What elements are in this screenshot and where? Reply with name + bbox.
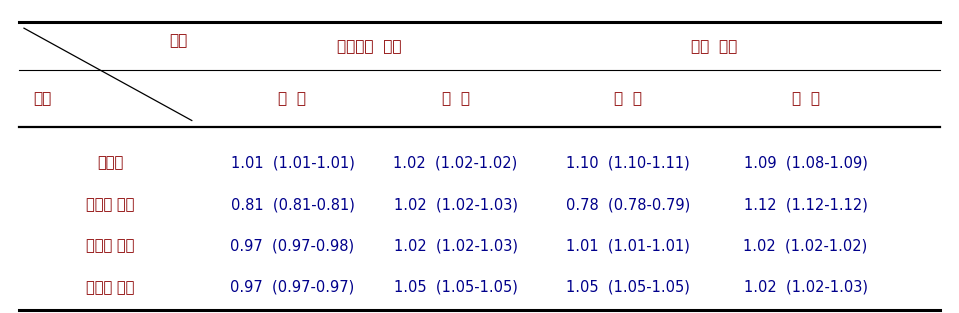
Text: 1.12  (1.12-1.12): 1.12 (1.12-1.12) [743,198,868,213]
Text: 시  화: 시 화 [278,91,307,106]
Text: 0.97  (0.97-0.97): 0.97 (0.97-0.97) [230,280,355,295]
Text: 1.02  (1.02-1.03): 1.02 (1.02-1.03) [743,280,868,295]
Text: 비영향권  대비: 비영향권 대비 [337,39,402,54]
Text: 결막의 장애: 결막의 장애 [86,198,134,213]
Text: 시  화: 시 화 [614,91,643,106]
Text: 1.02  (1.02-1.03): 1.02 (1.02-1.03) [393,238,518,253]
Text: 1.02  (1.02-1.02): 1.02 (1.02-1.02) [393,155,518,170]
Text: 심혈관 질환: 심혈관 질환 [86,238,134,253]
Text: 질환: 질환 [34,91,52,106]
Text: 1.02  (1.02-1.02): 1.02 (1.02-1.02) [743,238,868,253]
Text: 지역: 지역 [169,33,187,48]
Text: 1.01  (1.01-1.01): 1.01 (1.01-1.01) [230,155,355,170]
Text: 1.10  (1.10-1.11): 1.10 (1.10-1.11) [566,155,690,170]
Text: 0.97  (0.97-0.98): 0.97 (0.97-0.98) [230,238,355,253]
Text: 1.09  (1.08-1.09): 1.09 (1.08-1.09) [743,155,868,170]
Text: 1.05  (1.05-1.05): 1.05 (1.05-1.05) [393,280,518,295]
Text: 전국  대비: 전국 대비 [691,39,737,54]
Text: 호흡기 질환: 호흡기 질환 [86,280,134,295]
Text: 0.81  (0.81-0.81): 0.81 (0.81-0.81) [230,198,355,213]
Text: 반  월: 반 월 [441,91,470,106]
Text: 1.02  (1.02-1.03): 1.02 (1.02-1.03) [393,198,518,213]
Text: 0.78  (0.78-0.79): 0.78 (0.78-0.79) [566,198,690,213]
Text: 반  월: 반 월 [791,91,820,106]
Text: 1.05  (1.05-1.05): 1.05 (1.05-1.05) [566,280,690,295]
Text: 1.01  (1.01-1.01): 1.01 (1.01-1.01) [566,238,690,253]
Text: 당뇨병: 당뇨병 [97,155,124,170]
